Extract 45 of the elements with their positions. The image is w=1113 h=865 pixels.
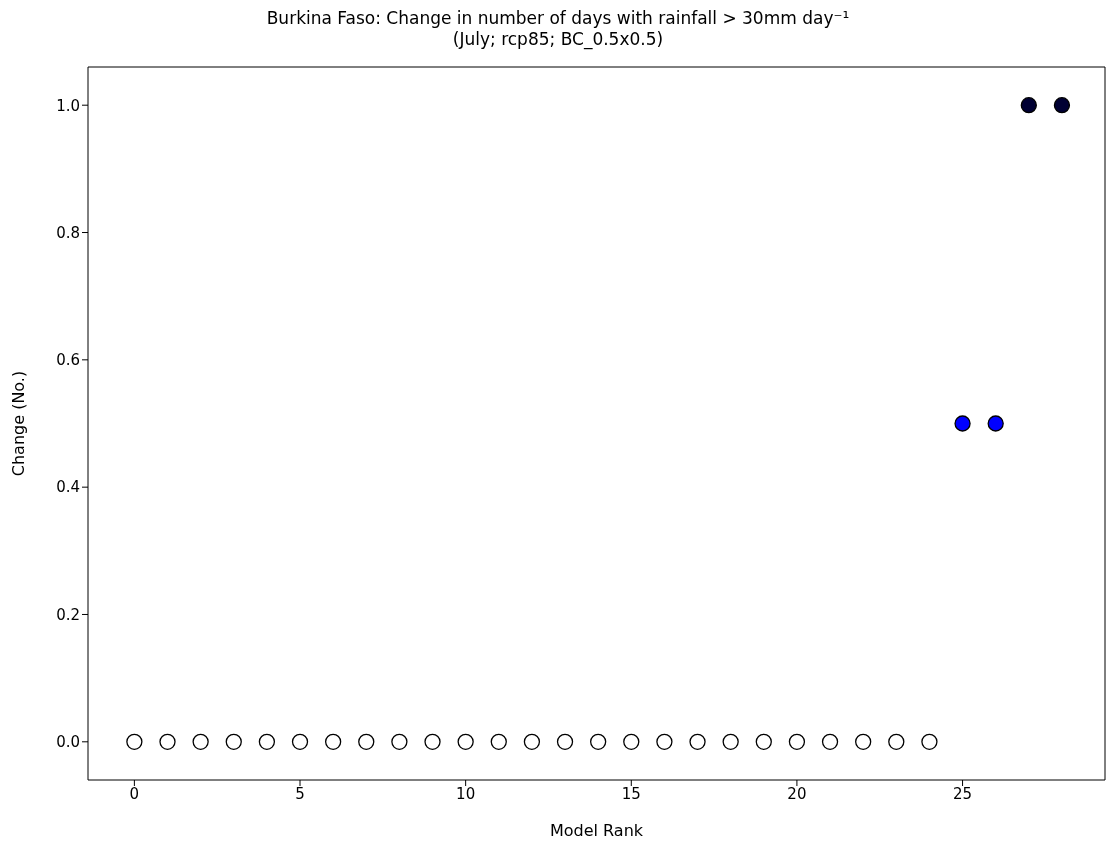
point — [556, 733, 574, 750]
point — [689, 733, 706, 750]
y-tick-label: 0.8 — [56, 223, 80, 242]
point — [888, 733, 905, 750]
point — [656, 733, 673, 750]
y-tick-label: 0.6 — [56, 351, 80, 370]
point — [1053, 97, 1071, 114]
y-tick-label: 0.0 — [56, 733, 80, 752]
point — [291, 733, 309, 750]
point — [424, 733, 441, 750]
point — [225, 733, 242, 750]
x-tick-label: 20 — [787, 784, 807, 803]
x-tick-label: 5 — [295, 784, 305, 803]
y-axis-title: Change (No.) — [8, 370, 28, 477]
point — [457, 733, 474, 750]
point — [623, 733, 640, 750]
point — [987, 415, 1004, 432]
x-tick-label: 25 — [953, 784, 973, 803]
y-tick-label: 1.0 — [56, 96, 80, 115]
point — [590, 733, 607, 750]
x-tick-label: 0 — [129, 784, 140, 803]
point — [126, 733, 143, 750]
point — [788, 733, 806, 750]
point — [391, 733, 408, 750]
point — [490, 733, 507, 750]
point — [523, 733, 541, 750]
point — [722, 733, 739, 750]
y-tick-label: 0.4 — [56, 478, 80, 497]
x-tick-label: 10 — [456, 784, 476, 803]
point — [821, 733, 839, 750]
x-axis-title: Model Rank — [549, 821, 644, 840]
y-tick-label: 0.2 — [56, 605, 80, 624]
x-tick-label: 15 — [621, 784, 641, 803]
point — [855, 733, 872, 750]
chart-subtitle: (July; rcp85; BC_0.5x0.5) — [451, 29, 665, 50]
point — [755, 733, 772, 750]
point — [192, 733, 209, 750]
point — [1020, 97, 1037, 114]
point — [159, 733, 176, 750]
point — [921, 733, 938, 750]
point — [358, 733, 375, 750]
point — [954, 415, 971, 432]
point — [258, 733, 276, 750]
chart-title: Burkina Faso: Change in number of days with rainfall > 30mm day⁻¹ — [265, 8, 851, 29]
point — [324, 733, 342, 750]
